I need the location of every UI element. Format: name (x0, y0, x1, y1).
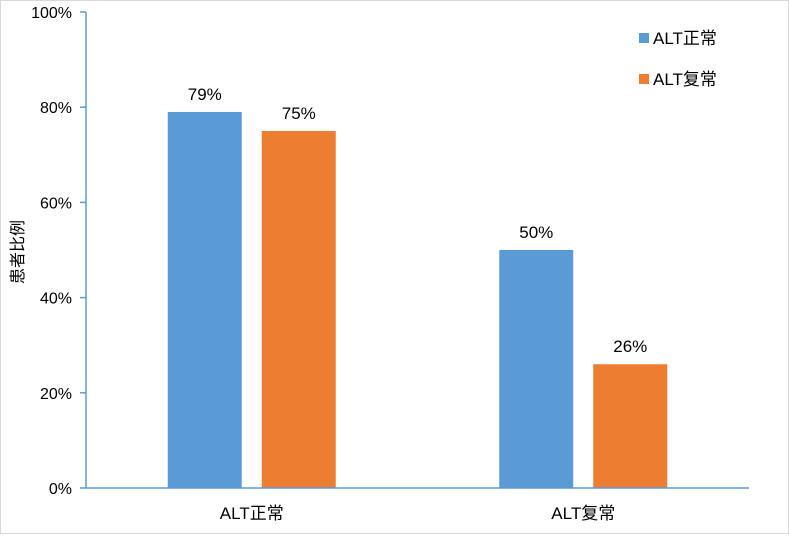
bar (261, 131, 336, 488)
y-axis-title: 患者比例 (9, 220, 27, 284)
legend-label: ALT正常 (653, 29, 717, 48)
legend-swatch (639, 33, 649, 43)
x-category-label: ALT正常 (220, 504, 284, 523)
data-label: 79% (188, 85, 222, 104)
bar (593, 364, 668, 488)
bars (167, 111, 668, 489)
data-label: 50% (519, 223, 553, 242)
x-axis-categories: ALT正常 ALT复常 (220, 504, 615, 523)
bar (167, 111, 242, 489)
y-tick-label: 100% (31, 5, 72, 22)
y-tick-label: 80% (40, 100, 72, 117)
bar (499, 250, 574, 488)
y-axis-ticks: 0% 20% 40% 60% 80% 100% (31, 5, 86, 498)
data-label: 75% (282, 104, 316, 123)
y-tick-label: 60% (40, 195, 72, 212)
y-tick-label: 20% (40, 386, 72, 403)
data-labels: 79% 75% 50% 26% (188, 85, 648, 356)
legend-swatch (639, 74, 649, 84)
data-label: 26% (613, 337, 647, 356)
legend: ALT正常 ALT复常 (639, 29, 717, 89)
y-tick-label: 40% (40, 291, 72, 308)
legend-label: ALT复常 (653, 70, 717, 89)
y-tick-label: 0% (49, 481, 72, 498)
x-category-label: ALT复常 (551, 504, 615, 523)
